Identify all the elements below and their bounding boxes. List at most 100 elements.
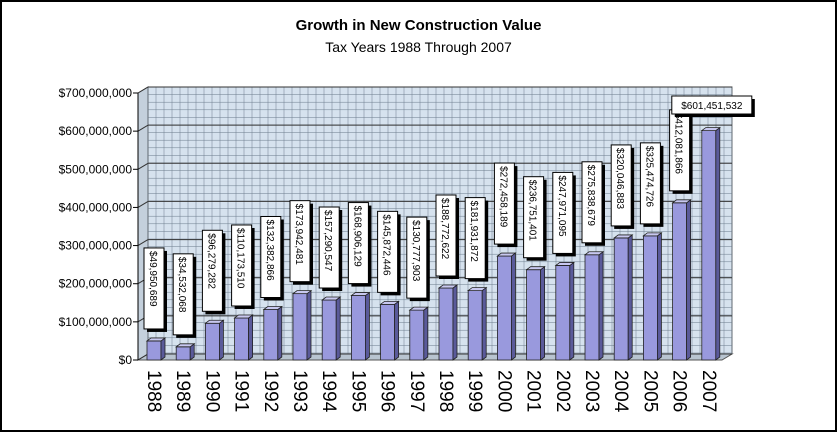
data-label: $236,751,401 bbox=[527, 180, 538, 242]
bar-top bbox=[408, 306, 429, 311]
x-tick-label: 2006 bbox=[669, 370, 690, 412]
x-tick-label: 1993 bbox=[289, 370, 310, 412]
bar-side bbox=[394, 300, 400, 361]
data-label: $130,777,903 bbox=[410, 220, 421, 282]
bar bbox=[263, 309, 279, 361]
bar-top bbox=[583, 251, 605, 256]
bar-side bbox=[218, 319, 224, 361]
bar-side bbox=[569, 261, 575, 361]
bar-top bbox=[700, 127, 721, 131]
x-tick-label: 1988 bbox=[143, 370, 164, 412]
x-tick-label: 1999 bbox=[464, 370, 485, 412]
bar bbox=[613, 237, 629, 361]
data-label: $325,474,726 bbox=[643, 146, 654, 208]
data-label: $188,772,622 bbox=[439, 198, 450, 260]
chart-title: Growth in New Construction Value bbox=[295, 17, 542, 34]
data-label-box bbox=[231, 224, 253, 307]
grid-line-diagonal bbox=[137, 239, 149, 247]
data-label-box bbox=[201, 229, 223, 312]
bar-side bbox=[423, 306, 429, 361]
x-tick-label: 2005 bbox=[639, 370, 660, 412]
x-tick-label: 2001 bbox=[523, 370, 544, 412]
x-tick-label: 1995 bbox=[347, 370, 368, 412]
data-label-box bbox=[639, 142, 661, 225]
y-tick-label: $200,000,000 bbox=[59, 277, 133, 291]
bar-top bbox=[233, 314, 254, 319]
bar bbox=[409, 309, 425, 361]
data-label-box bbox=[143, 247, 165, 330]
data-label-box bbox=[318, 206, 340, 289]
x-tick-label: 2007 bbox=[698, 370, 719, 412]
bar-side bbox=[510, 252, 516, 361]
bar-top bbox=[467, 287, 488, 292]
bar-top bbox=[613, 234, 634, 239]
grid-line-diagonal bbox=[137, 124, 149, 132]
x-tick-label: 1989 bbox=[172, 370, 193, 412]
bar bbox=[526, 269, 541, 361]
bar-top bbox=[291, 290, 313, 295]
data-label: $168,906,129 bbox=[351, 206, 362, 268]
bar bbox=[350, 295, 366, 361]
bar-side bbox=[481, 286, 487, 361]
x-tick-label: 2000 bbox=[493, 370, 514, 412]
bar bbox=[204, 322, 220, 361]
data-label: $275,838,679 bbox=[585, 165, 596, 227]
data-label: $320,046,883 bbox=[614, 148, 625, 210]
bar-side bbox=[364, 291, 370, 361]
bar-side bbox=[627, 234, 633, 361]
bar-top bbox=[642, 232, 663, 237]
data-label: $601,451,532 bbox=[681, 101, 743, 112]
bar-top bbox=[262, 306, 283, 310]
bar-side bbox=[335, 296, 341, 361]
bar-top bbox=[350, 292, 371, 296]
grid-line-diagonal bbox=[137, 162, 149, 170]
chart-subtitle: Tax Years 1988 Through 2007 bbox=[325, 39, 512, 55]
data-label-box bbox=[493, 162, 515, 245]
bar bbox=[292, 293, 308, 361]
x-tick-label: 2004 bbox=[610, 370, 631, 413]
x-tick-label: 1991 bbox=[231, 370, 252, 412]
data-label-box bbox=[377, 210, 399, 293]
bar-top bbox=[671, 199, 692, 204]
y-tick-label: $700,000,000 bbox=[59, 86, 133, 100]
bar bbox=[321, 299, 337, 361]
bar bbox=[234, 317, 250, 361]
data-label-box bbox=[610, 144, 632, 227]
bar-top bbox=[145, 337, 167, 342]
x-tick-label: 1992 bbox=[260, 370, 281, 412]
bar-side bbox=[715, 126, 721, 361]
grid-line-diagonal bbox=[137, 86, 149, 94]
bar-side bbox=[657, 232, 662, 361]
bar-side bbox=[277, 305, 283, 361]
bar-side bbox=[160, 337, 166, 361]
data-label: $49,950,689 bbox=[147, 251, 158, 307]
y-tick-label: $500,000,000 bbox=[59, 162, 133, 176]
data-label-box bbox=[523, 176, 545, 259]
data-label: $272,458,189 bbox=[497, 166, 508, 228]
data-label-box bbox=[671, 95, 753, 115]
bar-side bbox=[598, 250, 604, 361]
bar-top bbox=[174, 343, 196, 348]
x-tick-label: 2002 bbox=[552, 370, 573, 412]
data-label: $412,081,866 bbox=[673, 113, 684, 175]
x-tick-label: 1990 bbox=[201, 370, 222, 412]
bar bbox=[584, 254, 600, 361]
bar bbox=[672, 202, 687, 361]
data-label-box bbox=[552, 171, 574, 254]
data-label: $247,971,095 bbox=[556, 175, 567, 237]
bar bbox=[496, 255, 512, 361]
data-label-box bbox=[581, 161, 603, 244]
x-tick-label: 1998 bbox=[435, 370, 456, 412]
bar-side bbox=[452, 284, 458, 361]
bar bbox=[146, 340, 162, 361]
bar-top bbox=[321, 296, 342, 301]
x-tick-label: 2003 bbox=[581, 370, 602, 412]
bar-side bbox=[540, 265, 545, 361]
floor bbox=[136, 353, 734, 361]
data-label: $132,382,866 bbox=[264, 220, 275, 282]
data-label-box bbox=[172, 253, 194, 336]
y-tick-label: $0 bbox=[119, 353, 133, 367]
data-label-box bbox=[406, 216, 428, 299]
data-label-box bbox=[289, 200, 311, 283]
bar bbox=[438, 287, 454, 361]
